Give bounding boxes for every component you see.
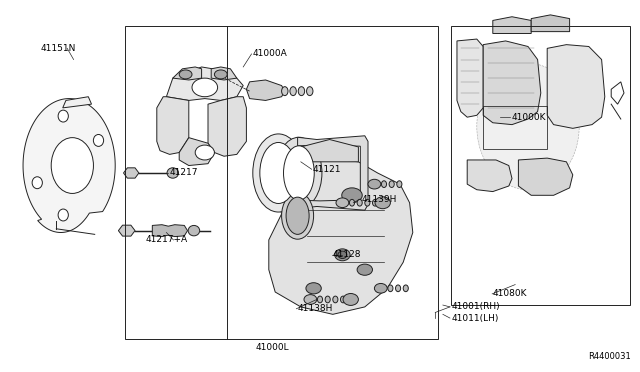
Ellipse shape <box>342 188 362 203</box>
Ellipse shape <box>276 137 322 209</box>
Bar <box>125 26 438 339</box>
Polygon shape <box>124 168 139 178</box>
Text: 41138H: 41138H <box>298 304 333 313</box>
Bar <box>483 106 547 149</box>
Ellipse shape <box>349 199 355 206</box>
Ellipse shape <box>357 264 372 275</box>
Bar <box>451 26 630 305</box>
Ellipse shape <box>58 209 68 221</box>
Polygon shape <box>493 17 531 33</box>
Ellipse shape <box>335 249 350 261</box>
Ellipse shape <box>381 181 387 187</box>
Ellipse shape <box>365 199 370 206</box>
Text: 41001(RH): 41001(RH) <box>451 302 500 311</box>
Ellipse shape <box>397 181 402 187</box>
Text: 41217+A: 41217+A <box>146 235 188 244</box>
Ellipse shape <box>214 70 227 79</box>
Polygon shape <box>457 39 483 117</box>
Ellipse shape <box>333 296 338 303</box>
Ellipse shape <box>32 177 42 189</box>
Polygon shape <box>483 41 541 125</box>
Ellipse shape <box>282 192 314 239</box>
Ellipse shape <box>298 87 305 96</box>
Polygon shape <box>179 138 214 166</box>
Text: 41000A: 41000A <box>253 49 287 58</box>
Ellipse shape <box>253 134 304 212</box>
Polygon shape <box>246 80 285 100</box>
Ellipse shape <box>325 296 330 303</box>
Text: 41151N: 41151N <box>40 44 76 53</box>
Ellipse shape <box>284 146 314 200</box>
Ellipse shape <box>167 168 179 178</box>
Polygon shape <box>118 225 135 236</box>
Polygon shape <box>166 67 243 100</box>
Ellipse shape <box>372 199 378 206</box>
Text: 41217: 41217 <box>170 169 198 177</box>
Ellipse shape <box>179 70 192 79</box>
Polygon shape <box>467 160 512 192</box>
Polygon shape <box>152 225 188 237</box>
Text: 41139H: 41139H <box>362 195 397 203</box>
Ellipse shape <box>340 296 346 303</box>
Ellipse shape <box>338 251 347 259</box>
Polygon shape <box>269 158 413 314</box>
Ellipse shape <box>290 87 296 96</box>
Ellipse shape <box>307 87 313 96</box>
Ellipse shape <box>477 63 579 190</box>
Polygon shape <box>547 45 605 128</box>
Ellipse shape <box>306 283 321 294</box>
Ellipse shape <box>336 198 349 208</box>
Text: 41011(LH): 41011(LH) <box>451 314 499 323</box>
Ellipse shape <box>374 283 387 293</box>
Ellipse shape <box>375 197 390 209</box>
Polygon shape <box>518 158 573 195</box>
Text: 41080K: 41080K <box>493 289 527 298</box>
Ellipse shape <box>58 110 68 122</box>
Polygon shape <box>531 15 570 32</box>
Text: 41121: 41121 <box>312 165 341 174</box>
Ellipse shape <box>403 285 408 292</box>
Polygon shape <box>208 97 246 156</box>
Ellipse shape <box>368 179 381 189</box>
Ellipse shape <box>51 138 93 193</box>
Ellipse shape <box>304 295 317 304</box>
Ellipse shape <box>396 285 401 292</box>
Text: 41128: 41128 <box>333 250 362 259</box>
Ellipse shape <box>388 285 393 292</box>
Ellipse shape <box>260 142 297 203</box>
Polygon shape <box>63 97 92 108</box>
Ellipse shape <box>188 225 200 236</box>
Polygon shape <box>173 67 202 80</box>
Polygon shape <box>298 136 368 210</box>
Ellipse shape <box>286 197 309 234</box>
Ellipse shape <box>357 199 362 206</box>
Text: 41000L: 41000L <box>255 343 289 352</box>
Ellipse shape <box>343 294 358 305</box>
Ellipse shape <box>93 134 104 146</box>
Ellipse shape <box>192 78 218 97</box>
Text: 41000K: 41000K <box>512 113 547 122</box>
Polygon shape <box>301 140 358 162</box>
Text: R4400031: R4400031 <box>588 352 630 361</box>
Polygon shape <box>157 97 189 154</box>
Polygon shape <box>211 67 237 80</box>
Polygon shape <box>23 99 115 232</box>
Ellipse shape <box>389 181 394 187</box>
Ellipse shape <box>195 145 214 160</box>
Ellipse shape <box>282 87 288 96</box>
Ellipse shape <box>317 296 323 303</box>
